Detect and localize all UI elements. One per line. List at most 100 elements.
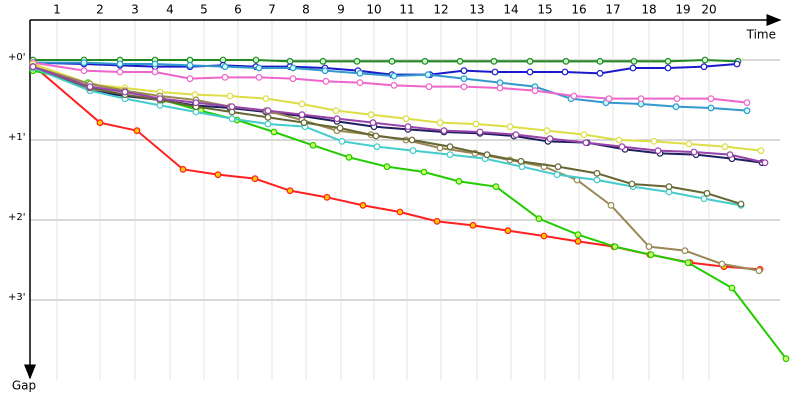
data-point — [645, 243, 653, 251]
data-point — [517, 157, 525, 165]
data-point — [707, 95, 715, 103]
y-tick-label: +2' — [8, 212, 26, 223]
data-point — [433, 217, 441, 225]
x-tick-label: 5 — [200, 3, 208, 17]
data-point — [338, 137, 346, 145]
data-point — [721, 143, 729, 151]
data-point — [221, 63, 229, 71]
data-point — [226, 92, 234, 100]
data-point — [757, 147, 765, 155]
data-point — [582, 139, 590, 147]
data-point — [456, 57, 464, 65]
data-point — [570, 92, 578, 100]
data-point — [607, 201, 615, 209]
data-point — [264, 120, 272, 128]
data-point — [151, 60, 159, 68]
data-point — [80, 59, 88, 67]
data-point — [684, 259, 692, 267]
x-tick-label: 13 — [469, 3, 484, 17]
y-tick-label: +0' — [8, 52, 26, 63]
data-point — [322, 77, 330, 85]
data-point — [264, 113, 272, 121]
data-point — [492, 183, 500, 191]
data-point — [383, 163, 391, 171]
x-tick-label: 17 — [605, 3, 620, 17]
data-point — [186, 75, 194, 83]
data-point — [289, 64, 297, 72]
data-point — [561, 68, 569, 76]
data-point — [685, 140, 693, 148]
data-point — [388, 57, 396, 65]
data-point — [251, 175, 259, 183]
data-point — [554, 163, 562, 171]
data-point — [755, 267, 763, 275]
x-tick-label: 16 — [571, 3, 586, 17]
data-point — [654, 147, 662, 155]
data-point — [356, 79, 364, 87]
data-point — [264, 107, 272, 115]
data-point — [367, 111, 375, 119]
data-point — [356, 69, 364, 77]
data-point — [540, 232, 548, 240]
data-point — [506, 123, 514, 131]
data-point — [703, 189, 711, 197]
data-point — [472, 120, 480, 128]
data-point — [402, 115, 410, 123]
data-point — [629, 64, 637, 72]
x-tick-label: 19 — [675, 3, 690, 17]
x-tick-label: 12 — [433, 3, 448, 17]
x-tick-label: 15 — [537, 3, 552, 17]
data-point — [574, 231, 582, 239]
data-point — [701, 56, 709, 64]
x-tick-label: 7 — [268, 3, 276, 17]
data-point — [156, 95, 164, 103]
data-point — [512, 131, 520, 139]
data-point — [596, 57, 604, 65]
data-point — [192, 99, 200, 107]
data-point — [562, 57, 570, 65]
data-point — [518, 163, 526, 171]
data-point — [690, 148, 698, 156]
data-point — [298, 111, 306, 119]
data-point — [262, 95, 270, 103]
data-point — [421, 57, 429, 65]
x-tick-label: 9 — [337, 3, 345, 17]
data-point — [323, 193, 331, 201]
data-point — [321, 67, 329, 75]
data-point — [618, 143, 626, 151]
data-point — [665, 183, 673, 191]
data-point — [455, 177, 463, 185]
data-point — [309, 141, 317, 149]
x-tick-label: 20 — [701, 3, 716, 17]
data-point — [300, 119, 308, 127]
data-point — [630, 57, 638, 65]
data-point — [761, 159, 769, 167]
data-point — [615, 136, 623, 144]
data-point — [333, 115, 341, 123]
data-point — [718, 260, 726, 268]
data-point — [611, 243, 619, 251]
data-point — [116, 60, 124, 68]
x-tick-label: 2 — [96, 3, 104, 17]
x-tick-label: 4 — [166, 3, 174, 17]
data-point — [96, 119, 104, 127]
data-point — [628, 180, 636, 188]
data-point — [728, 284, 736, 292]
data-point — [553, 171, 561, 179]
data-point — [637, 95, 645, 103]
y-tick-label: +1' — [8, 132, 26, 143]
data-point — [440, 127, 448, 135]
data-point — [228, 115, 236, 123]
data-point — [390, 81, 398, 89]
data-point — [700, 63, 708, 71]
data-point — [664, 64, 672, 72]
data-point — [289, 75, 297, 83]
data-point — [369, 119, 377, 127]
data-point — [214, 171, 222, 179]
data-point — [390, 72, 398, 80]
data-point — [404, 123, 412, 131]
data-point — [424, 71, 432, 79]
data-point — [504, 227, 512, 235]
x-tick-label: 11 — [399, 3, 414, 17]
